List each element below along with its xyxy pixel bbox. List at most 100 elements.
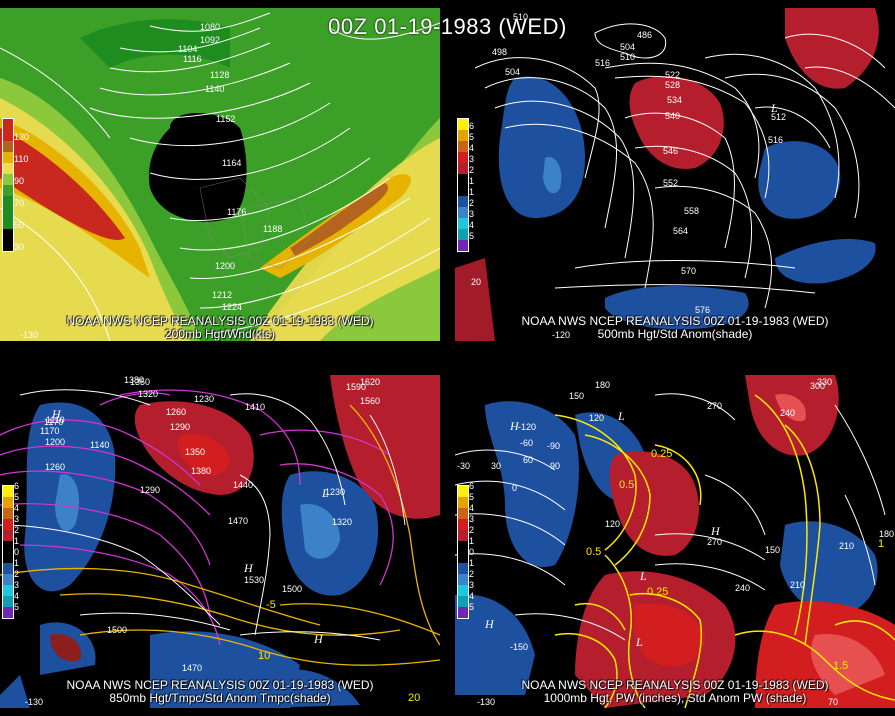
low-marker: L — [635, 635, 643, 649]
cbar-label: 70 — [14, 198, 25, 208]
contour-label: 498 — [492, 47, 507, 57]
contour-label: 120 — [589, 413, 604, 423]
cbar-label: 3 — [14, 514, 20, 524]
high-marker: H — [243, 561, 254, 575]
contour-label: 1152 — [216, 114, 235, 124]
contour-label: 1116 — [183, 54, 202, 64]
contour-label: 1380 — [191, 466, 211, 476]
panel-200mb-wind: 1080 1092 1104 1116 1128 1140 1152 1164 … — [0, 8, 440, 341]
contour-label: 1530 — [244, 575, 264, 585]
contour-label: 576 — [695, 305, 710, 315]
cbar-label: 4 — [14, 503, 20, 513]
cbar-label: 3 — [469, 154, 475, 164]
contour-label: 1176 — [227, 207, 246, 217]
contour-label: 210 — [839, 541, 854, 551]
caption-source: NOAA NWS NCEP REANALYSIS 00Z 01-19-1983 … — [66, 314, 374, 328]
pw-label: 0.5 — [586, 546, 601, 558]
contour-label: -90 — [547, 441, 560, 451]
colorbar-anom-1000 — [457, 485, 469, 619]
cbar-label: 6 — [469, 481, 475, 491]
contour-label: 552 — [663, 178, 678, 188]
high-marker: H — [51, 407, 62, 421]
axis-label: -130 — [20, 330, 38, 340]
cbar-label: 5 — [14, 492, 20, 502]
pw-label: 0.25 — [651, 448, 672, 460]
colorbar-anom-500 — [457, 118, 469, 252]
cbar-label: 6 — [469, 121, 475, 131]
panel-500mb-anom: 510 498 504 516 522 528 534 540 546 552 … — [455, 8, 895, 341]
cbar-label: 0 — [469, 547, 475, 557]
colorbar-labels-wind: 130 110 90 70 50 30 — [14, 126, 29, 258]
colorbar-labels-850: 6 5 4 3 2 1 0 1 2 3 4 5 — [14, 481, 19, 613]
contour-label: 180 — [595, 380, 610, 390]
caption-source: NOAA NWS NCEP REANALYSIS 00Z 01-19-1983 … — [521, 314, 829, 328]
contour-label: 1260 — [166, 407, 186, 417]
cbar-label: 1 — [469, 558, 475, 568]
contour-label: 60 — [523, 455, 533, 465]
contour-label: 540 — [665, 111, 680, 121]
cbar-label: 5 — [469, 132, 475, 142]
contour-label: 1164 — [222, 158, 241, 168]
contour-label: 1590 — [346, 382, 366, 392]
cbar-label: 1 — [469, 536, 475, 546]
cbar-label: 2 — [469, 198, 475, 208]
contour-label: 1440 — [233, 480, 253, 490]
contour-label: 270 — [707, 401, 722, 411]
cbar-label: 2 — [14, 569, 20, 579]
contour-label: 570 — [681, 266, 696, 276]
contour-label: 1470 — [228, 516, 248, 526]
contour-label: 300 — [810, 381, 825, 391]
contour-label: 0 — [512, 483, 517, 493]
contour-label: -150 — [510, 642, 528, 652]
contour-label: 510 — [620, 52, 635, 62]
contour-label: 1128 — [210, 70, 229, 80]
cbar-label: 5 — [469, 492, 475, 502]
contour-label: 504 — [505, 67, 520, 77]
main-title: 00Z 01-19-1983 (WED) — [328, 14, 567, 39]
cbar-label: 4 — [469, 591, 475, 601]
caption-field: 200mb Hgt/Wnd(kts) — [164, 327, 276, 341]
cbar-label: 50 — [14, 220, 25, 230]
temp-label: -5 — [266, 599, 276, 611]
contour-label: 150 — [765, 545, 780, 555]
contour-label: -60 — [520, 438, 533, 448]
contour-label: 1380 — [124, 375, 144, 385]
cbar-label: 1 — [469, 187, 475, 197]
contour-label: 1080 — [200, 22, 220, 32]
contour-label: 150 — [569, 391, 584, 401]
low-marker: L — [639, 569, 647, 583]
temp-label: 20 — [408, 692, 420, 704]
contour-label: 1560 — [360, 396, 380, 406]
cbar-label: 3 — [469, 209, 475, 219]
contour-label: 1290 — [140, 485, 160, 495]
axis-label: 70 — [828, 697, 838, 707]
cbar-label: 130 — [14, 132, 30, 142]
low-marker: L — [617, 409, 625, 423]
cbar-label: 2 — [469, 165, 475, 175]
cbar-label: 3 — [469, 580, 475, 590]
cbar-label: 90 — [14, 176, 25, 186]
contour-label: 1230 — [325, 487, 345, 497]
cbar-label: 5 — [469, 602, 475, 612]
contour-label: 1170 — [40, 426, 59, 436]
axis-label: -130 — [25, 697, 43, 707]
cbar-label: 4 — [14, 591, 20, 601]
cbar-label: 4 — [469, 503, 475, 513]
cbar-label: 2 — [469, 525, 475, 535]
contour-label: 240 — [780, 408, 795, 418]
contour-label: 1620 — [360, 377, 380, 387]
contour-label: 534 — [667, 95, 682, 105]
cbar-label: 5 — [14, 602, 20, 612]
axis-label: 20 — [471, 277, 481, 287]
temp-label: 10 — [258, 650, 270, 662]
cbar-label: 5 — [469, 231, 475, 241]
map-200mb: 1080 1092 1104 1116 1128 1140 1152 1164 … — [0, 8, 440, 341]
low-marker: L — [321, 486, 329, 500]
contour-label: 1260 — [45, 462, 65, 472]
contour-label: 30 — [491, 461, 501, 471]
map-1000mb: 180 150 120 90 60 30 0 -30 -60 -90 -120 … — [455, 375, 895, 708]
caption-source: NOAA NWS NCEP REANALYSIS 00Z 01-19-1983 … — [521, 678, 829, 692]
contour-label: 546 — [663, 146, 678, 156]
pw-label: 1.5 — [833, 660, 848, 672]
high-marker: H — [484, 617, 495, 631]
